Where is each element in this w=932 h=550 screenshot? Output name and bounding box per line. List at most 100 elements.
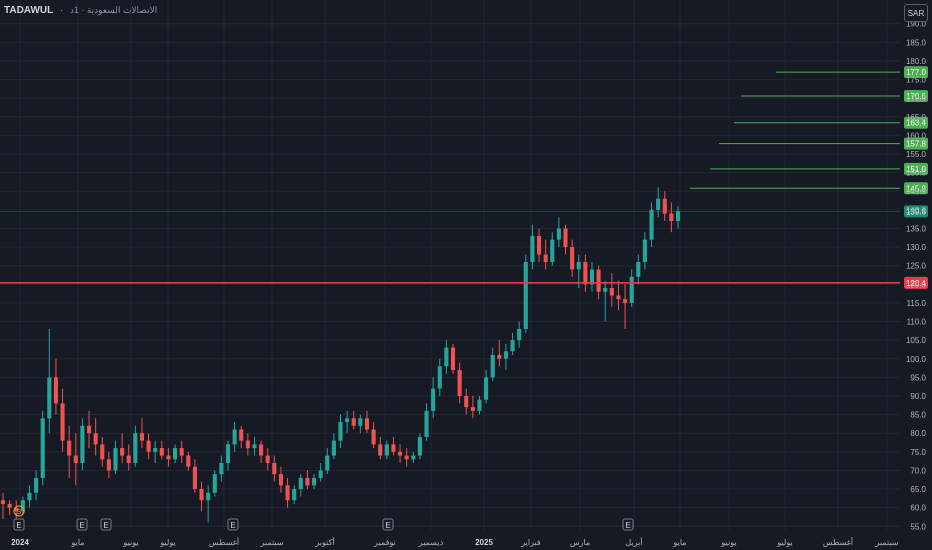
candle-body [345, 418, 350, 423]
candle-body [517, 328, 522, 341]
candle-body [285, 485, 290, 501]
y-tick-label: 135.0 [906, 224, 927, 233]
price-axis[interactable]: 55.0 60.0 65.0 70.0 75.0 80.0 85.0 90.0 95.0 100.… [906, 20, 927, 532]
candle-body [173, 448, 178, 460]
y-tick-label: 55.0 [910, 522, 926, 531]
candle-body [490, 355, 495, 378]
candles-layer [0, 187, 681, 523]
candle-body [411, 455, 416, 460]
candle-body [391, 444, 396, 452]
candle-body [404, 455, 409, 460]
candle-body [166, 455, 171, 460]
currency-button[interactable]: SAR [904, 4, 928, 22]
candle-body [139, 433, 145, 441]
candle-body [484, 377, 489, 400]
candle-body [470, 407, 475, 411]
candle-body [47, 377, 52, 419]
y-tick-label: 90.0 [910, 392, 926, 401]
candle-body [325, 455, 330, 471]
candle-body [331, 440, 336, 456]
time-axis[interactable]: 2024 مايو يونيو يوليو أغسطس سبتمبر أكتوبر نوفمب… [11, 536, 899, 547]
y-tick-label: 110.0 [907, 318, 927, 327]
candle-body [424, 410, 429, 437]
candle-body [477, 399, 482, 411]
candle-body [34, 477, 39, 493]
y-tick-label: 180.0 [906, 57, 927, 66]
candle-body [265, 455, 270, 463]
candle-body [398, 451, 403, 456]
candle-body [656, 198, 661, 210]
candle-body [437, 366, 442, 389]
candle-body [576, 261, 581, 270]
candle-body [358, 418, 363, 426]
support-price-label: 120.4 [906, 279, 927, 288]
candle-body [0, 500, 6, 504]
y-tick-label: 125.0 [906, 262, 927, 271]
earnings-marker-icon [622, 518, 634, 531]
y-tick-label: 65.0 [910, 485, 926, 494]
y-tick-label: 85.0 [910, 411, 926, 420]
candle-body [536, 235, 542, 255]
candle-body [351, 418, 356, 426]
support-price-tag [904, 276, 928, 289]
y-tick-label: 155.0 [906, 150, 927, 159]
earnings-marker-label: E [385, 521, 390, 530]
event-markers: E E E E E ES [13, 505, 634, 531]
candle-body [53, 377, 58, 404]
candle-body [245, 440, 250, 449]
candle-body [675, 211, 681, 222]
candle-body [272, 462, 277, 475]
grid-lines [0, 0, 900, 530]
candle-body [556, 228, 561, 240]
x-tick-label: أغسطس [209, 536, 239, 547]
x-tick-label: يونيو [122, 538, 138, 547]
candle-body [113, 448, 118, 471]
candle-body [80, 425, 85, 463]
candle-body [252, 444, 257, 449]
candle-body [133, 433, 138, 463]
candle-body [318, 470, 323, 478]
candle-body [14, 507, 19, 512]
x-tick-label: أبريل [625, 536, 642, 547]
candle-body [371, 429, 376, 445]
candle-body [583, 261, 588, 285]
x-tick-label: فبراير [520, 538, 541, 547]
candle-body [338, 422, 343, 441]
y-tick-label: 150.0 [906, 169, 927, 178]
y-tick-label: 60.0 [910, 504, 926, 513]
x-tick-label: مايو [70, 538, 84, 547]
target-price-label: 170.6 [906, 92, 927, 101]
candle-body [563, 228, 568, 248]
candle-body [7, 503, 12, 508]
candle-body [192, 466, 197, 490]
candle-body [232, 429, 237, 445]
candle-body [431, 388, 436, 411]
candle-body [20, 500, 25, 512]
dividend-marker-label: S [17, 509, 22, 516]
y-tick-label: 70.0 [910, 466, 926, 475]
candle-body [596, 269, 601, 292]
target-price-tag [904, 116, 928, 129]
candle-body [311, 477, 317, 486]
symbol-header: TADAWUL · الاتصالات السعودية · 1د [4, 5, 157, 16]
candle-body [384, 444, 389, 456]
y-tick-label: 95.0 [910, 373, 926, 382]
earnings-marker-label: E [230, 521, 235, 530]
target-price-label: 157.8 [906, 140, 927, 149]
candle-body [457, 369, 462, 396]
candle-body [298, 477, 303, 490]
candle-body [212, 474, 217, 493]
earnings-marker-label: E [103, 521, 108, 530]
candle-body [100, 444, 105, 460]
x-tick-label: أغسطس [823, 536, 853, 547]
candle-body [543, 254, 548, 262]
candle-body [206, 492, 211, 501]
target-price-label: 163.4 [906, 119, 927, 128]
symbol-description: الاتصالات السعودية · 1د [69, 5, 158, 15]
x-tick-label: مارس [570, 538, 590, 547]
earnings-marker-icon [100, 518, 112, 531]
candle-body [67, 440, 72, 456]
candle-body [305, 477, 310, 486]
candle-body [259, 444, 264, 456]
